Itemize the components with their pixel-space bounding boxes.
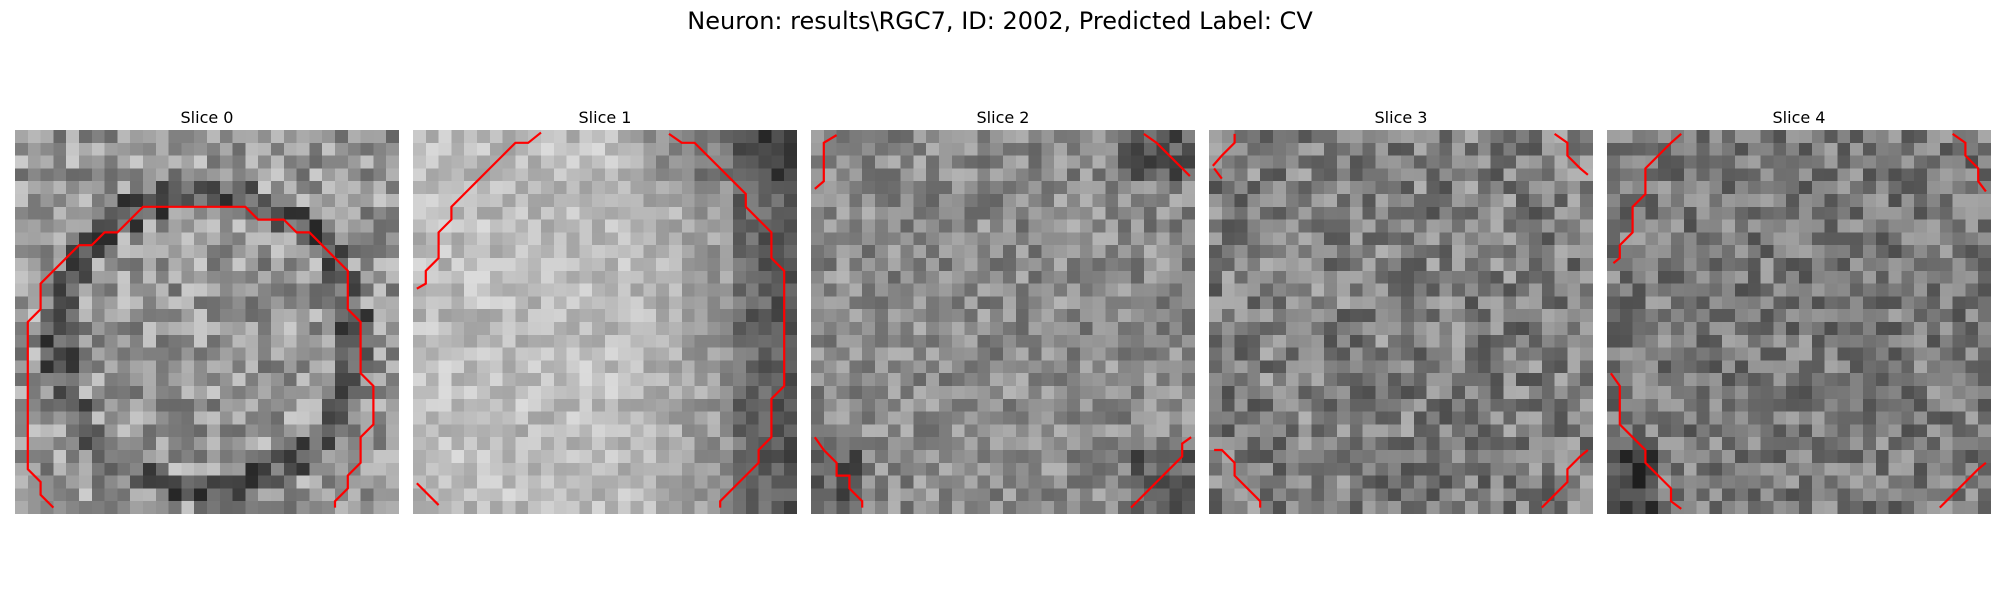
contour-line — [1555, 134, 1588, 175]
contour-line — [1611, 373, 1681, 509]
slice-title: Slice 2 — [976, 108, 1030, 127]
contour-line — [1144, 134, 1190, 176]
contour-line — [815, 437, 862, 507]
slice-image — [413, 130, 797, 514]
slice-pixels — [413, 130, 797, 514]
slice-pixels — [1607, 130, 1991, 514]
slice-panel-1: Slice 1 — [413, 108, 797, 514]
slice-title: Slice 0 — [180, 108, 234, 127]
slice-panel-0: Slice 0 — [15, 108, 399, 514]
slice-image — [1607, 130, 1991, 514]
figure-title: Neuron: results\RGC7, ID: 2002, Predicte… — [687, 7, 1313, 35]
contour-line — [1213, 134, 1235, 166]
contour-line — [28, 207, 374, 508]
slice-pixels — [15, 130, 399, 514]
slice-panel-4: Slice 4 — [1607, 108, 1991, 514]
contour-line — [815, 135, 837, 189]
slice-image — [15, 130, 399, 514]
contour-line — [417, 133, 541, 289]
slice-panel-3: Slice 3 — [1209, 108, 1593, 514]
slice-title: Slice 3 — [1374, 108, 1428, 127]
contour-line — [669, 134, 784, 508]
contour-line — [1613, 134, 1681, 263]
slice-panel-2: Slice 2 — [811, 108, 1195, 514]
slice-title: Slice 4 — [1772, 108, 1826, 127]
slice-pixels — [811, 130, 1195, 514]
slice-title: Slice 1 — [578, 108, 632, 127]
contour-line — [417, 483, 439, 505]
slice-image — [811, 130, 1195, 514]
contour-line — [1214, 168, 1222, 178]
slice-image — [1209, 130, 1593, 514]
contour-line — [1214, 450, 1260, 508]
slice-pixels — [1209, 130, 1593, 514]
contour-line — [1940, 463, 1986, 508]
contour-line — [1953, 134, 1986, 192]
contour-line — [1542, 450, 1588, 508]
contour-line — [1131, 437, 1191, 507]
